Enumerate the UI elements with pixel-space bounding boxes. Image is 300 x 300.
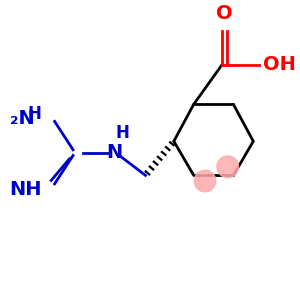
Text: NH: NH xyxy=(9,180,42,199)
Circle shape xyxy=(217,156,239,178)
Text: OH: OH xyxy=(263,55,296,74)
Text: ₂N: ₂N xyxy=(10,109,35,128)
Text: N: N xyxy=(106,143,122,162)
Circle shape xyxy=(194,170,216,192)
Text: O: O xyxy=(216,4,233,23)
Text: H: H xyxy=(28,105,42,123)
Text: H: H xyxy=(116,124,130,142)
